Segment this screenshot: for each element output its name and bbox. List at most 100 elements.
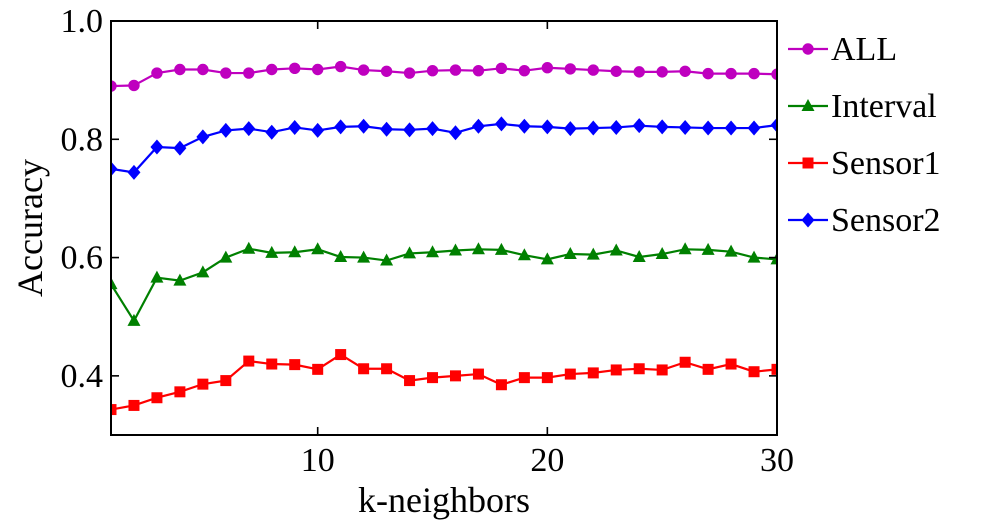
data-point-interval <box>586 247 600 260</box>
data-point-sensor2 <box>426 121 440 137</box>
data-point-sensor2 <box>563 121 577 137</box>
legend-marker-interval <box>801 99 815 111</box>
data-point-sensor2 <box>111 161 118 177</box>
series-line-sensor1 <box>111 353 777 411</box>
data-point-all <box>266 63 278 76</box>
data-point-sensor1 <box>335 349 347 361</box>
data-point-all <box>357 64 370 76</box>
data-point-sensor2 <box>311 122 325 138</box>
legend-label: Sensor1 <box>831 145 941 182</box>
data-point-all <box>220 67 232 79</box>
data-point-interval <box>632 249 646 262</box>
data-point-all <box>702 67 714 80</box>
data-point-interval <box>724 244 738 257</box>
data-point-all <box>679 65 691 77</box>
legend-label: ALL <box>831 31 897 68</box>
data-point-sensor1 <box>197 378 209 390</box>
data-point-sensor2 <box>334 119 348 135</box>
data-point-sensor2 <box>150 139 164 155</box>
data-point-sensor1 <box>151 392 163 404</box>
legend-item-interval: Interval <box>788 88 937 125</box>
data-point-sensor2 <box>403 122 417 138</box>
series-all <box>111 60 777 92</box>
data-point-sensor1 <box>587 367 599 379</box>
data-point-sensor1 <box>702 363 714 375</box>
data-point-interval <box>173 273 187 286</box>
data-point-interval <box>196 265 210 278</box>
data-point-sensor2 <box>448 125 462 141</box>
series-sensor1 <box>111 349 777 416</box>
data-point-sensor1 <box>518 372 530 384</box>
data-point-sensor2 <box>357 118 371 134</box>
x-tick-label: 20 <box>530 442 564 479</box>
data-point-interval <box>471 242 485 255</box>
data-point-sensor1 <box>404 375 416 387</box>
data-point-sensor1 <box>220 375 232 387</box>
data-point-sensor1 <box>610 364 622 376</box>
data-point-all <box>289 62 301 75</box>
data-point-sensor2 <box>173 140 187 156</box>
data-point-sensor1 <box>771 363 777 375</box>
legend: ALL Interval Sensor1 Sensor2 <box>788 31 941 239</box>
data-point-sensor1 <box>174 386 186 398</box>
data-point-all <box>174 63 186 76</box>
y-tick-label: 1.0 <box>61 3 104 40</box>
legend-label: Interval <box>831 88 937 125</box>
data-point-sensor1 <box>427 372 439 384</box>
data-point-interval <box>747 250 761 263</box>
data-point-interval <box>403 246 417 259</box>
data-point-sensor2 <box>609 119 623 135</box>
data-point-sensor1 <box>564 368 576 380</box>
data-point-sensor1 <box>312 363 324 375</box>
data-point-interval <box>517 248 531 261</box>
data-point-sensor2 <box>380 121 394 137</box>
data-point-interval <box>127 313 141 326</box>
data-point-all <box>243 67 255 79</box>
data-point-sensor2 <box>127 164 141 180</box>
data-point-sensor2 <box>265 124 279 140</box>
data-point-sensor1 <box>266 358 278 370</box>
legend-marker-sensor1 <box>802 157 814 169</box>
data-point-sensor2 <box>494 116 508 132</box>
data-point-interval <box>770 252 777 265</box>
data-point-sensor1 <box>748 366 760 378</box>
data-point-sensor2 <box>517 118 531 134</box>
legend-marker-sensor2 <box>801 212 815 228</box>
data-point-sensor2 <box>586 120 600 136</box>
series-line-sensor2 <box>111 122 777 174</box>
data-point-all <box>495 62 508 75</box>
data-point-sensor1 <box>633 363 645 375</box>
data-point-interval <box>111 277 118 290</box>
data-point-sensor2 <box>678 119 692 135</box>
y-axis-title: Accuracy <box>10 159 50 297</box>
data-point-sensor1 <box>111 404 117 416</box>
data-point-sensor1 <box>679 356 691 368</box>
data-point-all <box>541 62 554 74</box>
data-point-all <box>518 64 531 77</box>
data-point-sensor1 <box>243 355 255 367</box>
data-point-all <box>311 63 324 76</box>
data-point-sensor2 <box>219 122 233 138</box>
data-point-interval <box>311 242 325 255</box>
data-point-interval <box>334 249 348 262</box>
data-point-sensor1 <box>449 370 461 382</box>
data-point-all <box>725 67 737 80</box>
x-tick-label: 30 <box>760 442 794 479</box>
series-sensor2 <box>111 116 777 180</box>
data-point-interval <box>288 245 302 258</box>
data-point-sensor1 <box>725 358 737 370</box>
data-point-sensor1 <box>495 379 507 391</box>
series-line-all <box>111 65 777 88</box>
data-point-interval <box>563 247 577 260</box>
y-tick-label: 0.4 <box>61 358 104 395</box>
data-point-interval <box>265 245 279 258</box>
data-point-interval <box>150 270 164 283</box>
series-layer <box>111 60 777 416</box>
data-point-interval <box>426 245 440 258</box>
legend-label: Sensor2 <box>831 202 941 239</box>
data-point-interval <box>242 241 256 254</box>
data-point-sensor2 <box>471 118 485 134</box>
plot-frame <box>110 20 778 436</box>
axis-ticks: 0.4 0.6 0.8 1.0 10 20 30 <box>61 3 795 479</box>
